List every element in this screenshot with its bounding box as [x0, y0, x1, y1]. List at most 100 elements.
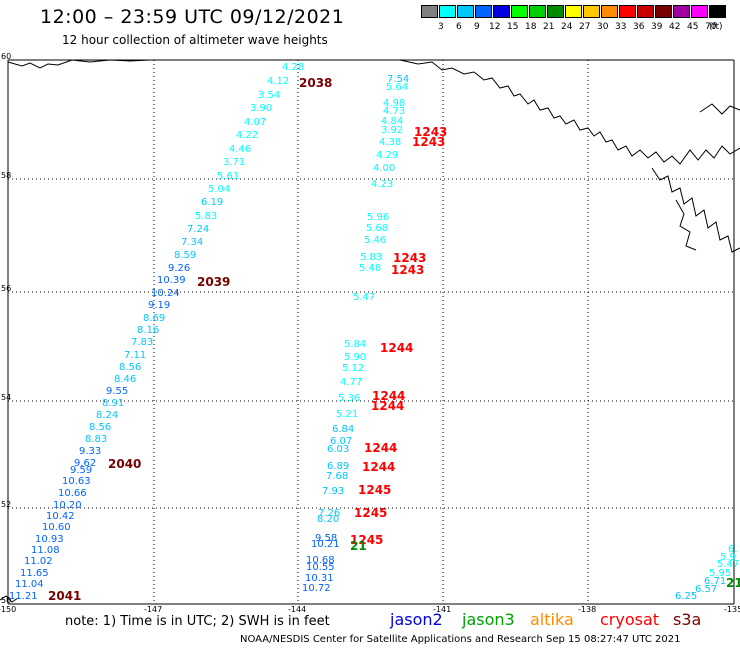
wave-height-value: 8.20 [317, 514, 340, 525]
satellite-cryosat: cryosat [600, 610, 660, 629]
wave-height-value: 5.95 [709, 568, 732, 579]
legend-swatch [673, 5, 690, 18]
wave-height-value: 10.20 [53, 500, 82, 511]
pass-time-label: 1243 [393, 251, 427, 265]
wave-height-value: 5.47 [717, 559, 740, 570]
wave-height-value: 5.64 [386, 82, 409, 93]
wave-height-value: 5.9 [720, 552, 736, 563]
legend-swatch [529, 5, 546, 18]
wave-height-value: 7.83 [131, 337, 154, 348]
wave-height-value: 8.46 [114, 374, 137, 385]
legend-swatch [475, 5, 492, 18]
pass-time-label: 2125 [726, 576, 740, 590]
longitude-labels: -150 -147 -144 -141 -138 -135 [0, 605, 740, 614]
wave-height-value: 5.90 [344, 352, 367, 363]
coastline-southeast-path [651, 167, 740, 253]
wave-height-value: 6.89 [327, 461, 350, 472]
legend-swatch [709, 5, 726, 18]
wave-height-value: 4.12 [267, 76, 290, 87]
legend-swatch [655, 5, 672, 18]
wave-height-value: 9.26 [168, 263, 191, 274]
wave-height-value: 6.19 [201, 197, 224, 208]
wave-height-value: 11.21 [9, 591, 38, 602]
wave-height-value: 3.71 [223, 157, 246, 168]
wave-height-value: 5.68 [366, 223, 389, 234]
wave-height-value: 8.59 [174, 250, 197, 261]
footnote: note: 1) Time is in UTC; 2) SWH is in fe… [65, 614, 330, 629]
island-path [699, 103, 740, 115]
wave-height-value: 4.84 [381, 116, 404, 127]
satellite-s3a: s3a [673, 610, 702, 629]
legend-swatch [601, 5, 618, 18]
pass-time-label: 2039 [197, 275, 231, 289]
latitude-label: 60 [1, 52, 11, 61]
legend-label: 70 [705, 22, 717, 32]
wave-height-value: 5.47 [353, 292, 376, 303]
coastline-east-path [399, 59, 740, 165]
wave-height-value: 3.92 [381, 125, 404, 136]
wave-height-value: 5.12 [342, 363, 365, 374]
coastline-southwest-path [0, 595, 19, 603]
credit-line: NOAA/NESDIS Center for Satellite Applica… [240, 634, 681, 645]
wave-height-value: 11.08 [31, 545, 60, 556]
wave-height-value: 4.38 [379, 137, 402, 148]
legend-label: 9 [474, 22, 480, 32]
wave-height-value: 5.61 [217, 171, 240, 182]
legend-label: 30 [597, 22, 609, 32]
wave-height-value: 4.07 [244, 117, 267, 128]
wave-height-value: 4.98 [383, 98, 406, 109]
wave-height-value: 7.93 [322, 486, 345, 497]
pass-time-label: 1244 [372, 389, 406, 403]
satellite-altika: altika [530, 610, 574, 629]
wave-height-value: 10.63 [62, 476, 91, 487]
wave-height-value: 6.84 [332, 424, 355, 435]
pass-time-label: 1243 [414, 125, 448, 139]
legend-swatch [511, 5, 528, 18]
wave-height-value: 10.66 [58, 488, 87, 499]
legend-unit: (ft) [709, 22, 723, 32]
wave-height-value: 10.60 [42, 522, 71, 533]
wave-height-value: 10.55 [306, 562, 335, 573]
wave-height-value: 4.22 [236, 130, 259, 141]
wave-height-value: 6.71 [704, 576, 727, 587]
legend-swatch [637, 5, 654, 18]
pass-time-label: 1245 [350, 533, 384, 547]
wave-height-value: 7.68 [326, 471, 349, 482]
legend-label: 45 [687, 22, 699, 32]
legend-label: 21 [543, 22, 555, 32]
wave-height-value: 4.28 [282, 62, 305, 73]
longitude-label: -141 [433, 605, 451, 614]
wave-height-value: 5.36 [338, 393, 361, 404]
wave-height-value: 5.83 [195, 211, 218, 222]
legend-label: 12 [489, 22, 501, 32]
wave-height-value: 10.39 [157, 275, 186, 286]
longitude-label: -144 [288, 605, 306, 614]
island-path [675, 199, 697, 251]
wave-height-value: 4.23 [371, 179, 394, 190]
wave-height-value: 10.31 [305, 573, 334, 584]
wave-height-value: 7.11 [124, 350, 147, 361]
legend-label: 42 [669, 22, 681, 32]
legend-swatch [619, 5, 636, 18]
longitude-label: -147 [144, 605, 162, 614]
satellite-jason3: jason3 [462, 610, 515, 629]
pass-time-label: 1245 [358, 483, 392, 497]
wave-height-value: 4.00 [373, 163, 396, 174]
wave-height-value: 8.69 [143, 313, 166, 324]
wave-height-value: 11.65 [20, 568, 49, 579]
wave-height-value: 6.57 [695, 584, 718, 595]
pass-time-label: 1244 [362, 460, 396, 474]
latitude-label: 58 [1, 171, 11, 180]
coastline-north-path [7, 59, 151, 69]
wave-height-value: 6. [728, 544, 738, 555]
legend-label: 27 [579, 22, 591, 32]
pass-time-label: 2040 [108, 457, 142, 471]
legend-swatch [457, 5, 474, 18]
wave-height-value: 7.26 [318, 508, 341, 519]
wave-height-value: 6.25 [675, 591, 698, 602]
latitude-label: 54 [1, 393, 11, 402]
wave-height-value: 9.59 [70, 465, 93, 476]
wave-height-value: 9.19 [148, 300, 171, 311]
latitude-labels: 60 58 56 54 52 50 [1, 52, 11, 605]
wave-height-value: 10.93 [35, 534, 64, 545]
